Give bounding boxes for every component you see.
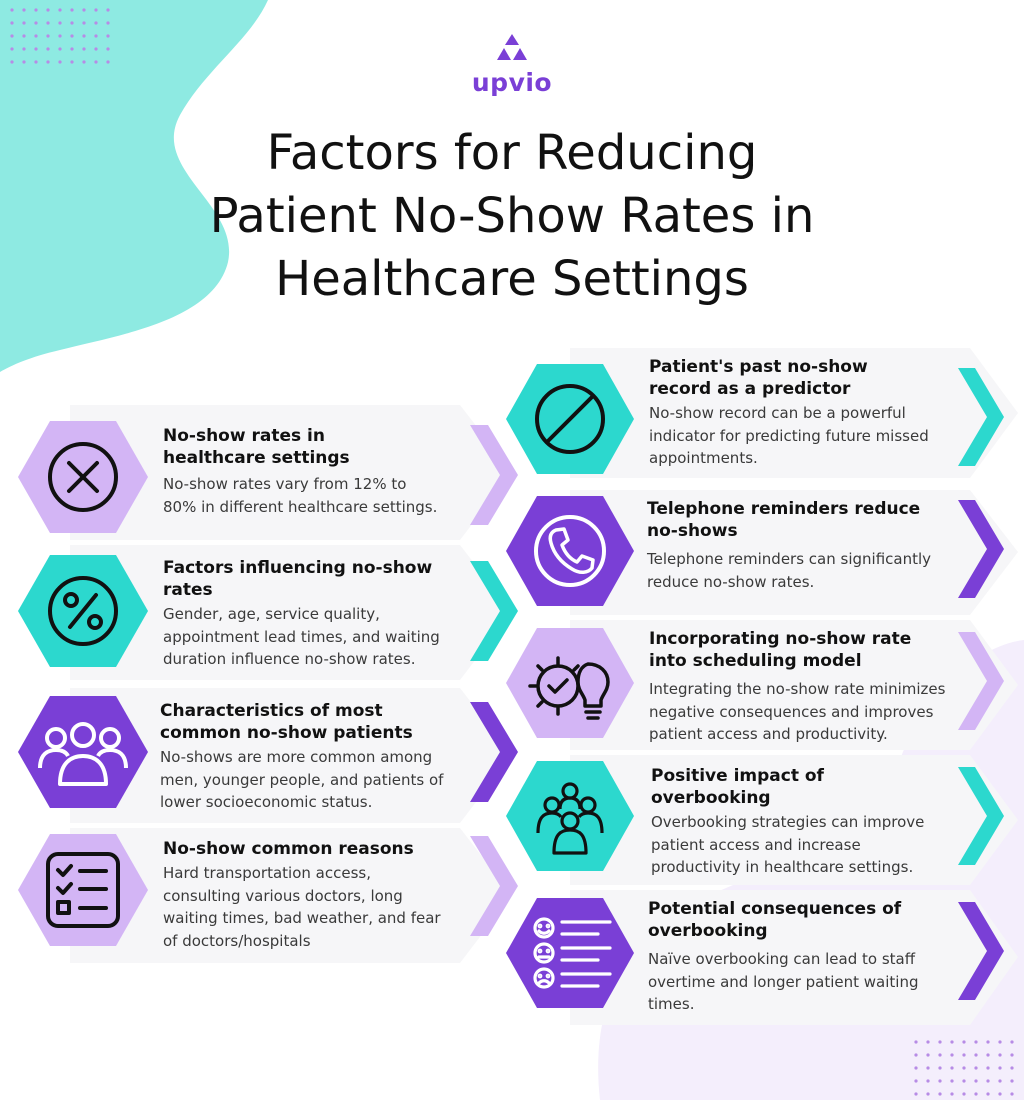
hex-badge	[506, 364, 634, 474]
card-heading: Incorporating no-show rate into schedulin…	[649, 629, 912, 671]
checklist-icon	[46, 852, 120, 928]
right-card-past-record: Patient's past no-show record as a predic…	[500, 348, 1024, 478]
percent-icon	[48, 576, 118, 646]
hex-badge	[18, 555, 148, 667]
card-text: Incorporating no-show rate into schedulin…	[649, 628, 984, 746]
card-panel	[570, 620, 1018, 750]
card-body: No-shows are more common among men, young…	[160, 748, 444, 811]
card-text: Telephone reminders reduce no-shows Telep…	[647, 498, 977, 593]
page-title: Factors for Reducing Patient No-Show Rat…	[0, 122, 1024, 311]
card-heading: Telephone reminders reduce no-shows	[647, 499, 921, 541]
chevron-right-icon	[958, 368, 1004, 466]
card-heading: No-show common reasons	[163, 839, 414, 859]
card-text: Patient's past no-show record as a predic…	[649, 356, 969, 470]
feedback-list-icon	[533, 917, 612, 989]
chevron-right-icon	[958, 632, 1004, 730]
chevron-right-icon	[958, 902, 1004, 1000]
card-panel	[70, 405, 512, 540]
chevron-right-icon	[470, 425, 518, 525]
card-body: No-show record can be a powerful indicato…	[649, 404, 929, 467]
hex-badge	[18, 421, 148, 533]
crowd-icon	[536, 782, 604, 855]
card-text: No-show rates in healthcare settings No-s…	[163, 425, 483, 518]
phone-icon	[534, 515, 606, 587]
x-circle-icon	[48, 442, 118, 512]
card-panel	[570, 755, 1018, 885]
right-card-consequences-overbooking: Potential consequences of overbooking Naï…	[500, 890, 1024, 1025]
card-text: No-show common reasons Hard transportati…	[163, 838, 488, 952]
card-panel	[70, 688, 512, 823]
card-text: Factors influencing no-show rates Gender,…	[163, 557, 483, 671]
triangle-logo-icon	[497, 34, 527, 60]
hex-badge	[506, 628, 634, 738]
card-body: Overbooking strategies can improve patien…	[651, 813, 925, 876]
people-group-icon	[38, 722, 128, 786]
card-body: No-show rates vary from 12% to 80% in dif…	[163, 475, 438, 516]
teal-blob	[0, 0, 268, 372]
brand: upvio	[0, 34, 1024, 97]
card-text: Positive impact of overbooking Overbookin…	[651, 765, 971, 879]
card-heading: Characteristics of most common no-show pa…	[160, 701, 413, 743]
title-line-1: Factors for Reducing	[266, 125, 758, 181]
card-heading: Patient's past no-show record as a predic…	[649, 357, 868, 399]
card-heading: Potential consequences of overbooking	[648, 899, 902, 941]
hex-badge	[506, 898, 634, 1008]
card-panel	[70, 545, 512, 680]
dot-pattern-bottom-right	[914, 1040, 1014, 1096]
left-card-no-show-rates: No-show rates in healthcare settings No-s…	[0, 405, 520, 540]
hex-badge	[506, 496, 634, 606]
card-heading: Factors influencing no-show rates	[163, 558, 433, 600]
card-body: Hard transportation access, consulting va…	[163, 864, 441, 950]
card-panel	[570, 890, 1018, 1025]
card-body: Gender, age, service quality, appointment…	[163, 605, 440, 668]
right-card-telephone-reminders: Telephone reminders reduce no-shows Telep…	[500, 490, 1024, 615]
hex-badge	[18, 834, 148, 946]
card-panel	[570, 348, 1018, 478]
chevron-right-icon	[470, 702, 518, 802]
chevron-right-icon	[958, 500, 1004, 598]
left-card-common-reasons: No-show common reasons Hard transportati…	[0, 828, 520, 963]
gear-bulb-icon	[528, 656, 610, 720]
card-text: Potential consequences of overbooking Naï…	[648, 898, 968, 1016]
hex-badge	[18, 696, 148, 808]
card-body: Naïve overbooking can lead to staff overt…	[648, 950, 919, 1013]
chevron-right-icon	[470, 561, 518, 661]
card-body: Telephone reminders can significantly red…	[647, 550, 932, 591]
card-heading: No-show rates in healthcare settings	[163, 426, 350, 468]
hex-badge	[506, 761, 634, 871]
prohibited-icon	[535, 384, 605, 454]
chevron-right-icon	[470, 836, 518, 936]
chevron-right-icon	[958, 767, 1004, 865]
right-card-positive-overbooking: Positive impact of overbooking Overbookin…	[500, 755, 1024, 885]
brand-name: upvio	[471, 68, 553, 97]
card-panel	[70, 828, 512, 963]
dot-pattern-top-left	[10, 8, 110, 64]
card-panel	[570, 490, 1018, 615]
left-card-characteristics: Characteristics of most common no-show pa…	[0, 688, 520, 823]
card-heading: Positive impact of overbooking	[651, 766, 824, 808]
card-body: Integrating the no-show rate minimizes ne…	[649, 680, 946, 743]
card-text: Characteristics of most common no-show pa…	[160, 700, 485, 814]
title-line-3: Healthcare Settings	[275, 251, 749, 307]
left-card-factors-influencing: Factors influencing no-show rates Gender,…	[0, 545, 520, 680]
right-card-scheduling-model: Incorporating no-show rate into schedulin…	[500, 620, 1024, 750]
title-line-2: Patient No-Show Rates in	[209, 188, 815, 244]
